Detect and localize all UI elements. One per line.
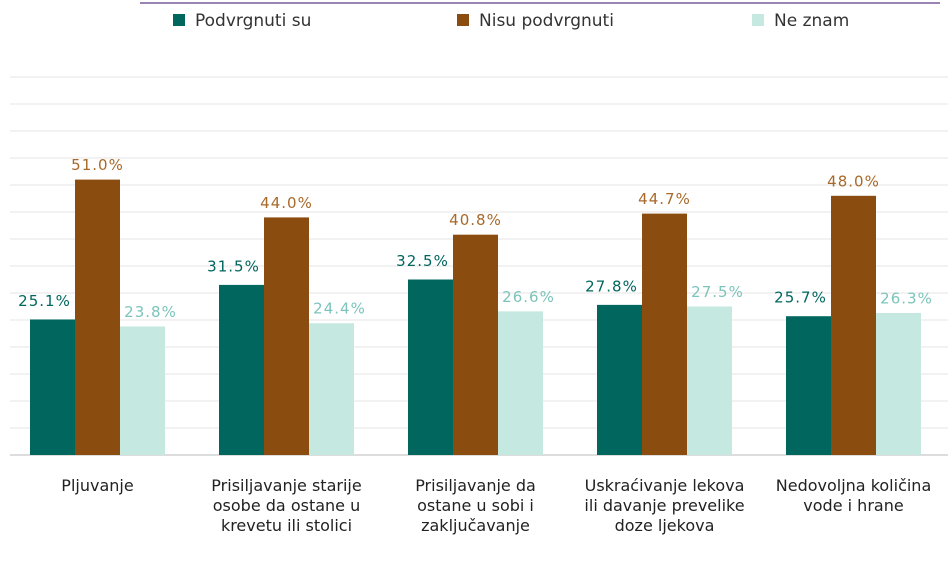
bar (498, 311, 543, 455)
data-label: 26.3% (880, 289, 933, 307)
bar (642, 213, 687, 455)
legend-swatch (752, 14, 764, 26)
x-tick-label: Uskraćivanje lekova ili davanje prevelik… (584, 476, 745, 535)
data-label: 51.0% (71, 156, 124, 174)
bar (687, 306, 732, 455)
legend-label: Podvrgnuti su (195, 11, 311, 31)
data-label: 25.1% (18, 292, 71, 310)
data-label: 24.4% (313, 300, 366, 318)
bar (453, 234, 498, 455)
legend-swatch (457, 14, 469, 26)
x-tick-label: Pljuvanje (61, 476, 134, 495)
bar (120, 326, 165, 455)
bar (408, 279, 453, 455)
data-label: 26.6% (502, 288, 555, 306)
x-tick-label: Prisiljavanje da ostane u sobi i zaključ… (415, 476, 536, 535)
bar (786, 316, 831, 455)
bar (264, 217, 309, 455)
bar (309, 323, 354, 455)
bar (75, 179, 120, 455)
data-label: 48.0% (827, 172, 880, 190)
data-label: 44.0% (260, 194, 313, 212)
x-tick-label: Prisiljavanje starije osobe da ostane u … (211, 476, 362, 535)
bar (30, 319, 75, 455)
bar (597, 304, 642, 455)
data-label: 27.5% (691, 283, 744, 301)
legend-label: Ne znam (774, 11, 849, 31)
data-label: 25.7% (774, 289, 827, 307)
data-label: 44.7% (638, 190, 691, 208)
data-label: 27.8% (585, 277, 638, 295)
data-label: 32.5% (396, 252, 449, 270)
data-label: 40.8% (449, 211, 502, 229)
legend-swatch (173, 14, 185, 26)
x-tick-label: Nedovoljna količina vode i hrane (775, 476, 932, 515)
bar (831, 195, 876, 456)
data-label: 23.8% (124, 303, 177, 321)
data-label: 31.5% (207, 257, 260, 275)
bar (219, 284, 264, 455)
legend-label: Nisu podvrgnuti (479, 11, 614, 31)
bar (876, 312, 921, 455)
